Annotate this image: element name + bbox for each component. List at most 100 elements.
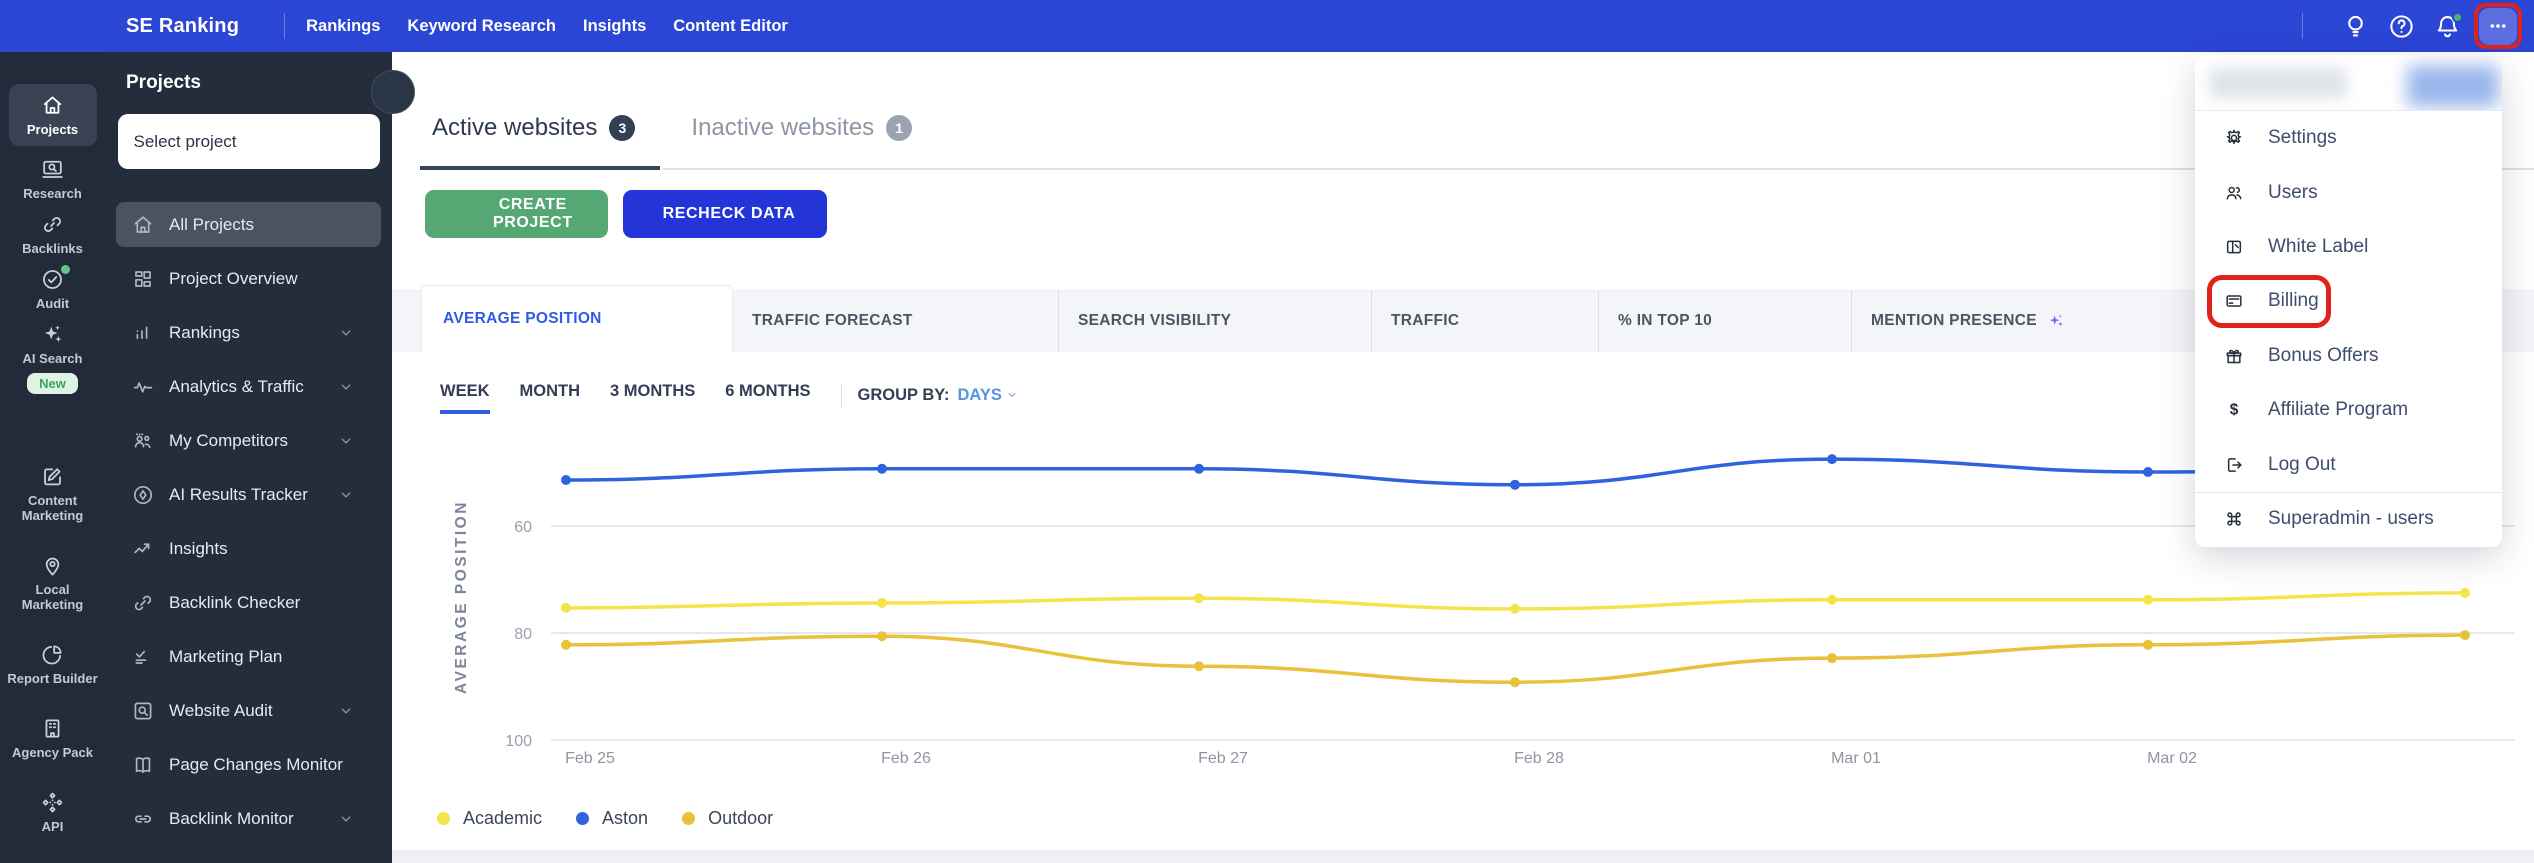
tab-active-websites[interactable]: Active websites 3 xyxy=(432,114,636,156)
nav-content-editor[interactable]: Content Editor xyxy=(673,16,788,35)
create-project-button[interactable]: CREATE PROJECT xyxy=(425,190,608,238)
sidebar-item-ai-results-tracker[interactable]: AI Results Tracker xyxy=(116,472,381,517)
rail-item-report-builder[interactable]: Report Builder xyxy=(4,642,101,686)
projects-sidebar: Projects Select project All Projects Proj… xyxy=(105,52,392,863)
dollar-icon: $ xyxy=(2224,400,2244,420)
sidebar-item-backlink-monitor[interactable]: Backlink Monitor xyxy=(116,796,381,841)
account-menu-list: Settings Users White Label Billing Bonus Off… xyxy=(2195,111,2502,546)
nav-rankings[interactable]: Rankings xyxy=(306,16,381,35)
range-tab-month[interactable]: MONTH xyxy=(519,382,581,400)
lightbulb-button[interactable] xyxy=(2341,12,2370,41)
more-button[interactable] xyxy=(2479,7,2517,45)
action-buttons: CREATE PROJECT RECHECK DATA xyxy=(425,190,827,238)
sidebar-item-label: Backlink Monitor xyxy=(169,808,294,828)
rail-item-ai-search[interactable]: AI Search New xyxy=(4,322,101,394)
users-icon xyxy=(2224,183,2244,203)
website-tabs: Active websites 3 Inactive websites 1 xyxy=(432,114,913,156)
menu-item-label: White Label xyxy=(2268,235,2369,257)
sidebar-collapse-button[interactable] xyxy=(371,70,415,114)
menu-item-label: Settings xyxy=(2268,127,2337,149)
data-point-academic xyxy=(1827,594,1837,605)
metric-tab-in-top-10[interactable]: % IN TOP 10 xyxy=(1598,290,1851,352)
metric-tab-mention-presence[interactable]: MENTION PRESENCE xyxy=(1851,290,2210,352)
rail-item-label: Backlinks xyxy=(22,241,83,256)
legend-item-academic[interactable]: Academic xyxy=(437,808,542,829)
analytics-icon xyxy=(131,375,155,399)
ai-sparkles-icon xyxy=(40,322,65,347)
sidebar-item-marketing-plan[interactable]: Marketing Plan xyxy=(116,634,381,679)
sidebar-title: Projects xyxy=(126,72,201,93)
rail-item-backlinks[interactable]: Backlinks xyxy=(4,212,101,256)
metric-tab-average-position[interactable]: AVERAGE POSITION xyxy=(421,285,733,352)
brand-name: SE Ranking xyxy=(126,14,240,37)
range-tab-3-months[interactable]: 3 MONTHS xyxy=(610,382,696,400)
rail-item-api[interactable]: API xyxy=(4,790,101,834)
sidebar-item-label: All Projects xyxy=(169,214,255,234)
help-button[interactable] xyxy=(2387,12,2416,41)
ai-mention-sparkle-icon xyxy=(2046,311,2066,331)
group-by-control[interactable]: GROUP BY: DAYS xyxy=(858,386,1019,411)
sidebar-item-insights[interactable]: Insights xyxy=(116,526,381,571)
sidebar-item-my-competitors[interactable]: My Competitors xyxy=(116,418,381,463)
rail-item-agency-pack[interactable]: Agency Pack xyxy=(4,716,101,760)
account-dropdown-menu: Settings Users White Label Billing Bonus Off… xyxy=(2195,55,2502,547)
metric-tab-search-visibility[interactable]: SEARCH VISIBILITY xyxy=(1058,290,1371,352)
menu-item-white-label[interactable]: White Label xyxy=(2195,220,2502,274)
x-tick-label: Mar 01 xyxy=(1831,750,1881,767)
menu-item-billing[interactable]: Billing xyxy=(2195,274,2502,328)
backlinks-icon xyxy=(40,212,65,237)
metric-tab-traffic-forecast[interactable]: TRAFFIC FORECAST xyxy=(733,290,1058,352)
sidebar-item-page-changes-monitor[interactable]: Page Changes Monitor xyxy=(116,742,381,787)
sidebar-item-analytics-traffic[interactable]: Analytics & Traffic xyxy=(116,364,381,409)
sidebar-item-backlink-checker[interactable]: Backlink Checker xyxy=(116,580,381,625)
bell-button[interactable] xyxy=(2433,11,2463,41)
menu-item-superadmin-users[interactable]: Superadmin - users xyxy=(2195,491,2502,546)
menu-item-settings[interactable]: Settings xyxy=(2195,111,2502,165)
command-icon xyxy=(2224,509,2244,529)
rail-item-local-marketing[interactable]: Local Marketing xyxy=(4,553,101,612)
menu-item-label: Affiliate Program xyxy=(2268,399,2409,421)
apps-grid-icon[interactable] xyxy=(36,15,58,37)
legend-dot xyxy=(576,812,590,825)
rail-item-content-marketing[interactable]: Content Marketing xyxy=(4,464,101,523)
sidebar-menu: All Projects Project Overview Rankings Anal… xyxy=(105,202,392,841)
menu-item-label: Users xyxy=(2268,181,2318,203)
menu-item-log-out[interactable]: Log Out xyxy=(2195,437,2502,491)
data-point-aston xyxy=(1827,454,1837,465)
tab-count-badge: 1 xyxy=(886,115,913,141)
menu-item-users[interactable]: Users xyxy=(2195,165,2502,219)
rail-item-projects[interactable]: Projects xyxy=(8,84,97,146)
sidebar-item-all-projects[interactable]: All Projects xyxy=(116,202,381,247)
menu-item-label: Bonus Offers xyxy=(2268,344,2379,366)
website-audit-icon xyxy=(131,699,155,723)
rail-item-audit[interactable]: Audit xyxy=(4,265,101,311)
rail-item-label: Agency Pack xyxy=(12,745,93,760)
menu-item-affiliate-program[interactable]: $ Affiliate Program xyxy=(2195,383,2502,437)
rail-item-research[interactable]: Research xyxy=(4,157,101,201)
menu-item-bonus-offers[interactable]: Bonus Offers xyxy=(2195,329,2502,383)
sidebar-item-project-overview[interactable]: Project Overview xyxy=(116,256,381,301)
legend-item-aston[interactable]: Aston xyxy=(576,808,648,829)
chevron-down-icon xyxy=(337,486,355,504)
nav-insights[interactable]: Insights xyxy=(583,16,647,35)
range-tab-6-months[interactable]: 6 MONTHS xyxy=(725,382,811,400)
sidebar-item-label: Project Overview xyxy=(169,268,298,288)
range-tab-week[interactable]: WEEK xyxy=(440,382,490,414)
project-select[interactable]: Select project xyxy=(117,114,380,169)
chart-legend: Academic Aston Outdoor xyxy=(437,808,773,829)
chevron-down-icon xyxy=(337,324,355,342)
main-content: Active websites 3 Inactive websites 1 CREAT… xyxy=(392,52,2534,863)
metric-tab-traffic[interactable]: TRAFFIC xyxy=(1371,290,1598,352)
white-label-icon xyxy=(2224,237,2244,257)
data-point-academic xyxy=(2143,594,2153,605)
tab-inactive-websites[interactable]: Inactive websites 1 xyxy=(691,114,913,156)
marketing-plan-icon xyxy=(131,645,155,669)
nav-keyword-research[interactable]: Keyword Research xyxy=(407,16,556,35)
recheck-data-button[interactable]: RECHECK DATA xyxy=(623,190,827,238)
sidebar-item-website-audit[interactable]: Website Audit xyxy=(116,688,381,733)
data-point-aston xyxy=(1194,463,1204,474)
menu-item-label: Log Out xyxy=(2268,453,2336,475)
legend-item-outdoor[interactable]: Outdoor xyxy=(682,808,773,829)
sidebar-item-rankings[interactable]: Rankings xyxy=(116,310,381,355)
project-select-label: Select project xyxy=(133,131,237,151)
